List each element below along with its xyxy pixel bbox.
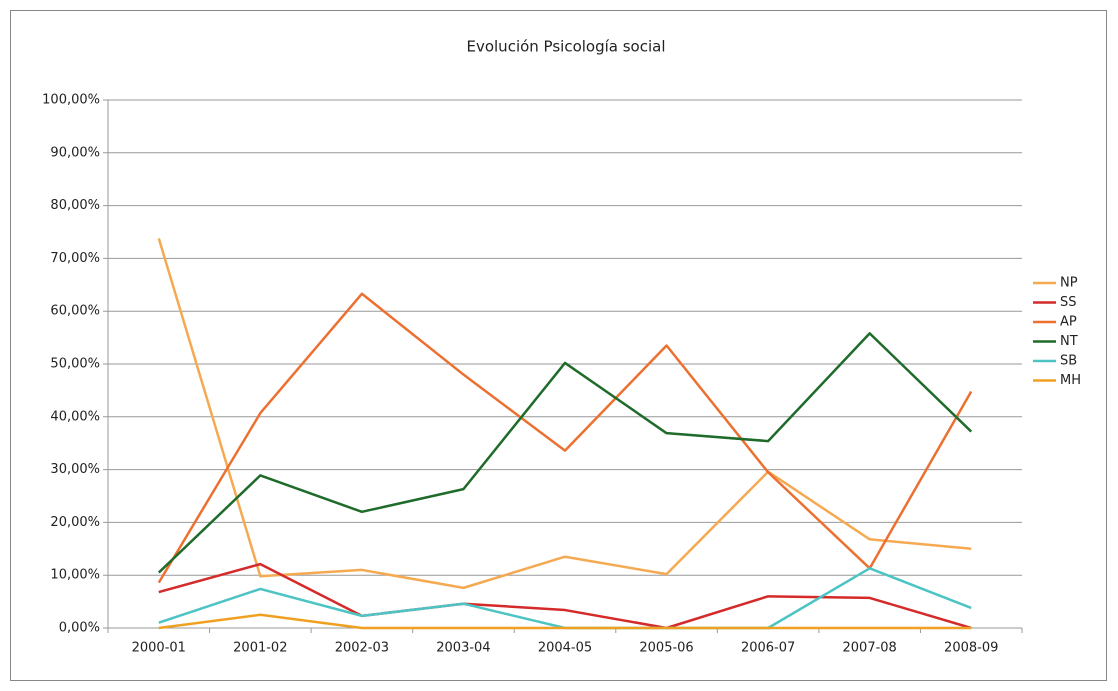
y-tick-label: 10,00%: [50, 568, 100, 583]
legend-label: SS: [1060, 295, 1077, 310]
y-tick-label: 60,00%: [50, 304, 100, 319]
series-line: [157, 237, 972, 590]
series-line: [157, 332, 973, 574]
y-tick-label: 20,00%: [50, 515, 100, 530]
chart-border: [10, 10, 1107, 681]
chart-title: Evolución Psicología social: [466, 38, 665, 56]
x-tick-label: 2002-03: [335, 641, 389, 656]
x-tick-label: 2007-08: [843, 641, 897, 656]
y-tick-label: 0,00%: [59, 621, 100, 636]
x-tick-label: 2000-01: [132, 641, 186, 656]
x-tick-label: 2005-06: [639, 641, 693, 656]
y-tick-label: 80,00%: [50, 198, 100, 213]
legend-label: NT: [1060, 334, 1078, 349]
legend-label: MH: [1060, 373, 1081, 388]
y-tick-label: 50,00%: [50, 357, 100, 372]
x-tick-label: 2006-07: [741, 641, 795, 656]
legend-label: AP: [1060, 315, 1077, 330]
series-line: [158, 613, 972, 630]
series-line: [157, 292, 973, 584]
x-tick-label: 2003-04: [436, 641, 490, 656]
y-tick-label: 100,00%: [42, 93, 100, 108]
legend-label: NP: [1060, 276, 1078, 291]
y-tick-label: 90,00%: [50, 145, 100, 160]
series-line: [158, 562, 972, 630]
legend-label: SB: [1060, 354, 1077, 369]
y-tick-label: 30,00%: [50, 462, 100, 477]
y-tick-label: 40,00%: [50, 409, 100, 424]
x-tick-label: 2004-05: [538, 641, 592, 656]
x-tick-label: 2001-02: [233, 641, 287, 656]
x-tick-label: 2008-09: [944, 641, 998, 656]
y-tick-label: 70,00%: [50, 251, 100, 266]
